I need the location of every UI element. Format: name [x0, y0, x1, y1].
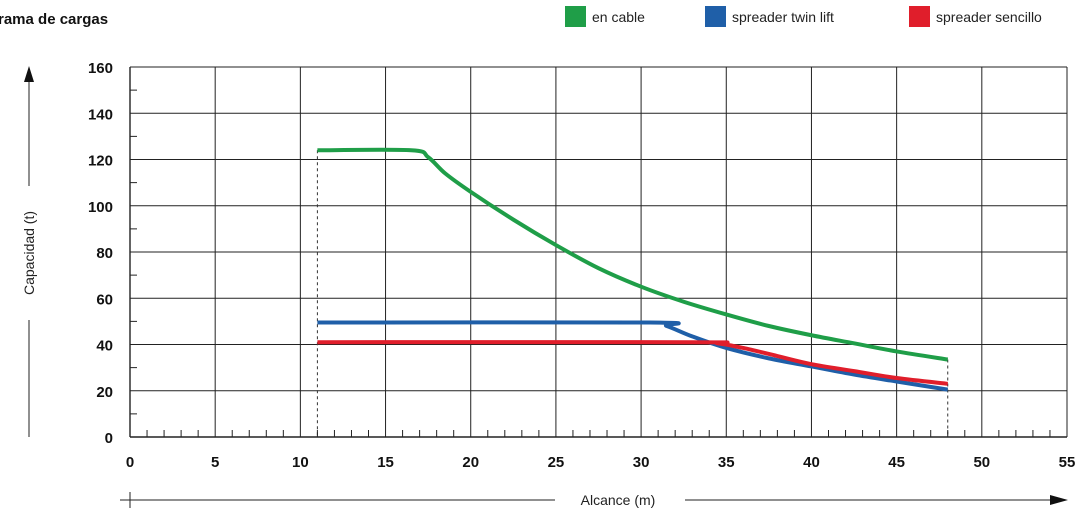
axes: [129, 67, 1067, 438]
y-tick-label: 160: [88, 60, 113, 77]
x-tick-label: 45: [888, 454, 905, 471]
x-tick-label: 35: [718, 454, 735, 471]
x-tick-label: 20: [462, 454, 479, 471]
y-tick-label: 80: [96, 245, 113, 262]
chart-title: rama de cargas: [0, 11, 108, 28]
y-axis-arrowhead: [24, 66, 34, 82]
y-tick-label: 20: [96, 384, 113, 401]
y-tick-label: 140: [88, 106, 113, 123]
y-tick-label: 60: [96, 291, 113, 308]
legend: en cable spreader twin lift spreader senci…: [565, 6, 1042, 27]
legend-label-1: spreader twin lift: [732, 9, 834, 25]
x-tick-label: 30: [633, 454, 650, 471]
legend-swatch-1: [705, 6, 726, 27]
grid: [129, 66, 1068, 438]
series-lines: [317, 147, 949, 392]
legend-label-2: spreader sencillo: [936, 9, 1042, 25]
y-tick-label: 40: [96, 338, 113, 355]
series-line-1: [317, 320, 949, 392]
x-tick-label: 10: [292, 454, 309, 471]
x-axis-title-group: Alcance (m): [120, 488, 1068, 512]
x-tick-label: 40: [803, 454, 820, 471]
series-line-0: [317, 147, 949, 362]
legend-label-0: en cable: [592, 9, 645, 25]
x-tick-label: 25: [548, 454, 565, 471]
x-axis-arrowhead: [1050, 495, 1068, 505]
guide-lines: [316, 150, 949, 437]
x-tick-label: 15: [377, 454, 394, 471]
x-tick-label: 50: [973, 454, 990, 471]
y-tick-label: 120: [88, 153, 113, 170]
x-tick-label: 55: [1059, 454, 1076, 471]
legend-swatch-0: [565, 6, 586, 27]
series-line-2: [317, 340, 948, 386]
x-tick-label: 5: [211, 454, 219, 471]
y-tick-label: 100: [88, 199, 113, 216]
x-axis-title: Alcance (m): [581, 492, 656, 508]
y-tick-label: 0: [105, 430, 113, 447]
y-axis-title: Capacidad (t): [21, 211, 37, 295]
y-axis-title-group: Capacidad (t): [18, 66, 40, 437]
y-tick-labels: 0 20 40 60 80 100 120 140 160: [88, 60, 113, 447]
x-tick-labels: 0 5 10 15 20 25 30 35 40 45 50 55: [126, 454, 1076, 471]
legend-swatch-2: [909, 6, 930, 27]
x-tick-label: 0: [126, 454, 134, 471]
